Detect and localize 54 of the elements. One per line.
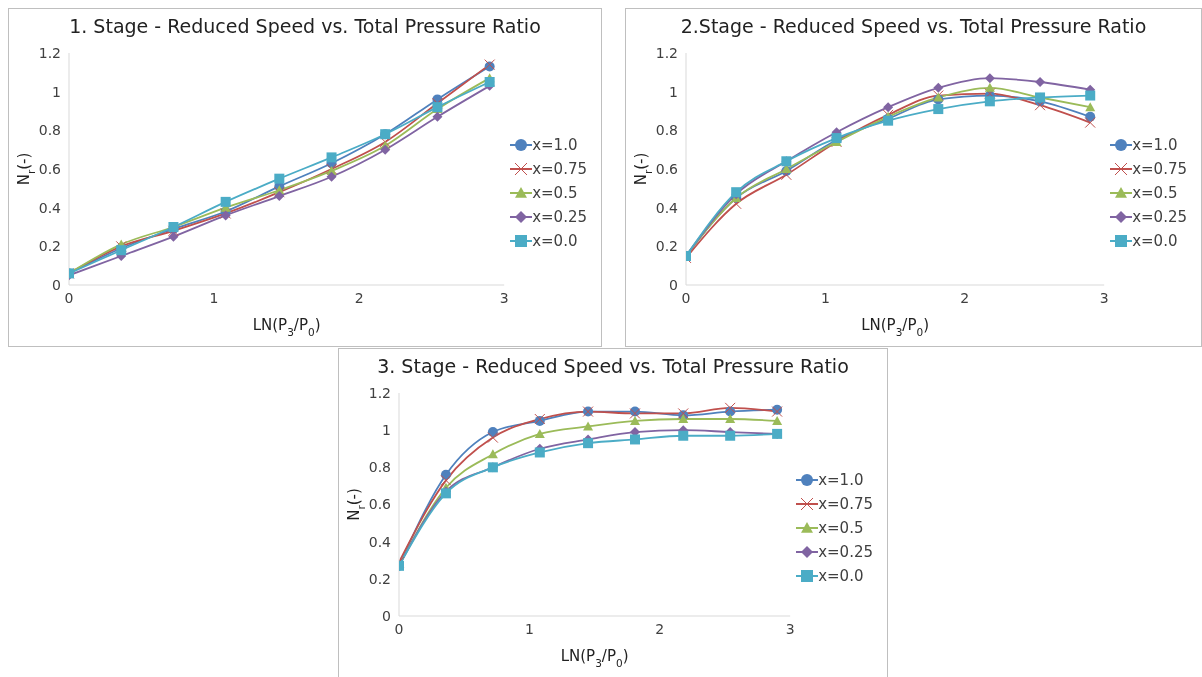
x-tick-label: 2 [354, 289, 364, 306]
y-tick-label: 1 [382, 422, 391, 439]
x-tick-label: 1 [209, 289, 219, 306]
y-tick-label: 1.2 [38, 44, 61, 61]
legend-label: x=0.25 [532, 207, 587, 226]
y-tick-label: 0.4 [655, 199, 679, 216]
y-tick-label: 0.2 [655, 238, 678, 255]
x-axis-title: LN(P$_{3}$/P$_{0}$) [861, 316, 929, 338]
x-tick-label: 3 [1099, 289, 1109, 306]
y-tick-label: 0.4 [38, 199, 62, 216]
legend-label: x=1.0 [818, 471, 864, 489]
y-tick-label: 1.2 [655, 44, 678, 61]
x-tick-label: 0 [64, 289, 74, 306]
legend-label: x=0.75 [818, 495, 873, 513]
y-tick-label: 0.6 [655, 160, 679, 177]
x-axis-title: LN(P$_{3}$/P$_{0}$) [252, 316, 321, 338]
chart-title: 3. Stage - Reduced Speed vs. Total Pressure Ratio [377, 355, 849, 377]
y-tick-label: 0 [382, 607, 391, 624]
x-tick-label: 1 [524, 620, 534, 637]
legend-label: x=0.25 [818, 543, 873, 561]
y-tick-label: 0 [52, 276, 61, 293]
legend-label: x=1.0 [532, 135, 578, 154]
y-tick-label: 0 [669, 276, 678, 293]
legend-label: x=0.0 [532, 231, 578, 250]
x-tick-label: 2 [655, 620, 665, 637]
chart-title: 1. Stage - Reduced Speed vs. Total Pressure Ratio [69, 15, 541, 37]
chart-title: 2.Stage - Reduced Speed vs. Total Pressure Ratio [680, 15, 1147, 37]
y-tick-label: 0.2 [368, 570, 391, 587]
x-tick-label: 3 [785, 620, 795, 637]
y-tick-label: 1 [669, 83, 678, 100]
y-tick-label: 0.6 [368, 496, 392, 513]
legend-label: x=0.25 [1132, 207, 1187, 226]
legend-label: x=0.75 [532, 159, 587, 178]
y-tick-label: 0.2 [38, 238, 61, 255]
x-tick-label: 0 [681, 289, 691, 306]
y-tick-label: 0.4 [368, 533, 392, 550]
y-tick-label: 1 [52, 83, 61, 100]
x-tick-label: 3 [499, 289, 509, 306]
x-axis-title: LN(P$_{3}$/P$_{0}$) [560, 647, 629, 669]
legend-label: x=0.0 [1132, 231, 1178, 250]
legend-label: x=0.5 [532, 183, 578, 202]
y-tick-label: 0.6 [38, 160, 62, 177]
y-tick-label: 1.2 [368, 384, 391, 401]
legend-label: x=1.0 [1132, 135, 1178, 154]
legend-label: x=0.0 [818, 567, 864, 585]
legend-label: x=0.5 [1132, 183, 1178, 202]
x-tick-label: 0 [394, 620, 404, 637]
y-tick-label: 0.8 [38, 122, 61, 139]
y-tick-label: 0.8 [655, 122, 678, 139]
x-tick-label: 2 [960, 289, 970, 306]
legend-label: x=0.5 [818, 519, 864, 537]
x-tick-label: 1 [820, 289, 830, 306]
legend-label: x=0.75 [1132, 159, 1187, 178]
y-tick-label: 0.8 [368, 459, 391, 476]
